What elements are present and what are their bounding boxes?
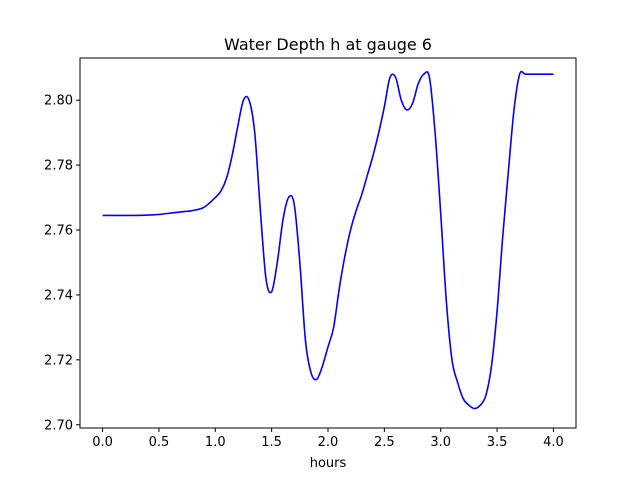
y-axis-ticks: 2.70 2.72 2.74 2.76 2.78 2.80 bbox=[44, 94, 80, 433]
plot-area bbox=[80, 58, 576, 428]
x-tick-label: 3.0 bbox=[430, 435, 451, 450]
x-tick-label: 0.5 bbox=[149, 435, 170, 450]
y-tick-label: 2.76 bbox=[44, 224, 73, 239]
y-tick-label: 2.80 bbox=[44, 94, 73, 109]
x-tick-label: 3.5 bbox=[487, 435, 508, 450]
x-tick-label: 0.0 bbox=[92, 435, 113, 450]
x-tick-label: 2.0 bbox=[318, 435, 339, 450]
series-group bbox=[102, 70, 554, 410]
x-axis-ticks: 0.0 0.5 1.0 1.5 2.0 2.5 3.0 3.5 4.0 bbox=[92, 428, 564, 450]
chart-title: Water Depth h at gauge 6 bbox=[224, 35, 432, 54]
plot-frame bbox=[79, 57, 577, 429]
x-axis-label: hours bbox=[310, 456, 347, 471]
y-tick-label: 2.72 bbox=[44, 353, 73, 368]
x-tick-label: 1.0 bbox=[205, 435, 226, 450]
x-tick-label: 4.0 bbox=[543, 435, 564, 450]
x-tick-label: 2.5 bbox=[374, 435, 395, 450]
y-tick-label: 2.74 bbox=[44, 288, 73, 303]
series-line bbox=[102, 70, 554, 410]
y-tick-label: 2.70 bbox=[44, 418, 73, 433]
x-tick-label: 1.5 bbox=[261, 435, 282, 450]
y-tick-label: 2.78 bbox=[44, 159, 73, 174]
